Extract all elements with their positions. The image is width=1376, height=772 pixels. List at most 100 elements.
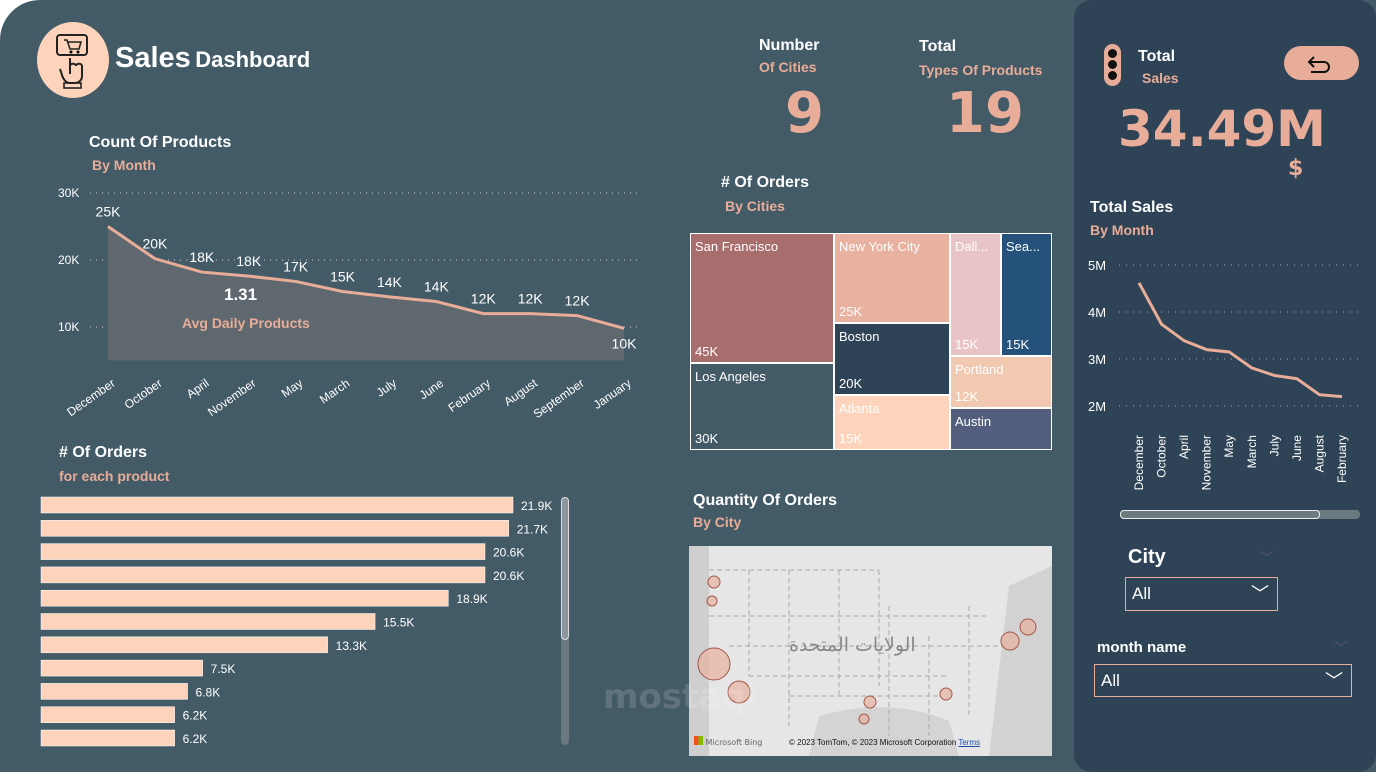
x-tick-label: September bbox=[531, 376, 587, 420]
cart-click-icon bbox=[56, 34, 88, 89]
back-arrow-icon bbox=[1307, 56, 1330, 73]
tile-name: Los Angeles bbox=[695, 369, 766, 384]
treemap-tile[interactable]: Austin bbox=[950, 408, 1052, 450]
bing-logo: Microsoft Bing bbox=[694, 736, 762, 747]
city-filter-dropdown[interactable]: All ﹀ bbox=[1125, 577, 1278, 611]
x-tick-label: July bbox=[1267, 435, 1281, 456]
x-tick-label: December bbox=[1132, 435, 1146, 490]
bar bbox=[40, 520, 509, 537]
scrollbar-thumb[interactable] bbox=[1120, 510, 1320, 519]
x-tick-label: November bbox=[1200, 435, 1214, 490]
map-graphic bbox=[689, 546, 1052, 756]
x-tick-label: February bbox=[446, 376, 493, 415]
bar bbox=[40, 589, 449, 607]
bar bbox=[40, 659, 203, 677]
data-label: 14K bbox=[377, 274, 403, 290]
x-tick-label: April bbox=[1177, 435, 1191, 459]
x-tick-label: March bbox=[1245, 435, 1259, 468]
x-tick-label: March bbox=[317, 376, 352, 407]
data-label: 12K bbox=[518, 291, 544, 307]
avg-daily-value: 1.31 bbox=[224, 285, 258, 304]
tile-value: 15K bbox=[1006, 337, 1030, 352]
bar bbox=[40, 729, 175, 747]
kpi-sales-label: Total bbox=[1138, 48, 1176, 65]
kpi-products-value: 19 bbox=[946, 81, 1024, 146]
more-options-icon[interactable] bbox=[1104, 44, 1121, 86]
map-terms-link[interactable]: Terms bbox=[958, 738, 981, 747]
bar bbox=[40, 683, 188, 700]
x-tick-label: October bbox=[1155, 435, 1169, 478]
data-label: 18.9K bbox=[456, 592, 487, 606]
sales-chart-title: Total Sales bbox=[1090, 199, 1174, 216]
map-subtitle: By City bbox=[693, 514, 742, 530]
sales-chart-subtitle: By Month bbox=[1090, 222, 1154, 238]
data-label: 21.7K bbox=[517, 522, 548, 536]
x-tick-label: May bbox=[1222, 435, 1236, 458]
data-label: 14K bbox=[424, 279, 450, 295]
tile-name: Boston bbox=[839, 329, 880, 344]
treemap-tile[interactable]: San Francisco 45K bbox=[690, 233, 834, 363]
treemap-tile[interactable]: New York City 25K bbox=[834, 233, 950, 323]
data-label: 20.6K bbox=[493, 546, 524, 560]
data-label: 10K bbox=[612, 335, 638, 351]
orders-map[interactable]: الولايات المتحدة Microsoft Bing © 2023 T… bbox=[689, 546, 1052, 756]
data-label: 18K bbox=[236, 253, 262, 269]
kpi-sales-sublabel: Sales bbox=[1142, 70, 1179, 86]
data-label: 7.5K bbox=[211, 662, 236, 676]
month-filter-dropdown[interactable]: All ﹀ bbox=[1094, 664, 1352, 697]
city-filter-value: All bbox=[1132, 584, 1151, 603]
data-label: 21.9K bbox=[521, 499, 552, 513]
kpi-cities-label: Number bbox=[759, 37, 820, 54]
count-area-chart: 10K 20K 30K 25K December 20K October 18K April 18… bbox=[58, 186, 640, 420]
scrollbar-thumb[interactable] bbox=[561, 497, 569, 640]
chevron-down-icon: ﹀ bbox=[1325, 671, 1343, 691]
x-tick-label: August bbox=[501, 376, 540, 409]
chevron-down-icon: ﹀ bbox=[1251, 584, 1269, 604]
treemap-tile[interactable]: Sea... 15K bbox=[1001, 233, 1052, 356]
data-label: 15.5K bbox=[383, 616, 414, 630]
bar-chart-scrollbar[interactable] bbox=[561, 497, 569, 745]
count-chart-title: Count Of Products bbox=[89, 134, 232, 151]
treemap-tile[interactable]: Dall... 15K bbox=[950, 233, 1001, 356]
x-tick-label: October bbox=[122, 376, 165, 412]
data-label: 15K bbox=[330, 268, 356, 284]
treemap-tile[interactable]: Portland 12K bbox=[950, 356, 1052, 408]
orders-products-subtitle: for each product bbox=[59, 468, 170, 484]
tile-name: San Francisco bbox=[695, 239, 779, 254]
sales-chart-scrollbar[interactable] bbox=[1120, 510, 1360, 519]
kpi-products-label: Total bbox=[919, 38, 957, 55]
x-tick-label: July bbox=[374, 376, 400, 400]
kpi-cities-value: 9 bbox=[785, 81, 824, 146]
chevron-down-icon: ﹀ bbox=[1260, 551, 1274, 567]
sales-line-chart: 2M 3M 4M 5M December October April November May M… bbox=[1088, 258, 1359, 490]
data-label: 20K bbox=[142, 236, 168, 252]
data-label: 20.6K bbox=[493, 569, 524, 583]
data-label: 25K bbox=[96, 204, 122, 220]
data-label: 6.8K bbox=[196, 685, 221, 699]
bing-label: Microsoft Bing bbox=[705, 738, 763, 747]
map-copyright: © 2023 TomTom, © 2023 Microsoft Corporat… bbox=[789, 738, 957, 747]
bar bbox=[40, 496, 514, 514]
tile-value: 30K bbox=[695, 431, 719, 446]
data-label: 12K bbox=[471, 291, 497, 307]
tile-value: 25K bbox=[839, 304, 863, 319]
avg-daily-label: Avg Daily Products bbox=[182, 315, 310, 331]
month-filter-value: All bbox=[1101, 671, 1120, 690]
data-label: 6.2K bbox=[183, 732, 208, 746]
title-bold: Sales bbox=[115, 42, 191, 74]
data-label: 6.2K bbox=[183, 709, 208, 723]
treemap-tile[interactable]: Boston 20K bbox=[834, 323, 950, 395]
tile-value: 12K bbox=[955, 389, 979, 404]
y-tick-label: 10K bbox=[58, 320, 79, 334]
orders-treemap: San Francisco 45K Los Angeles 30K New York C… bbox=[690, 233, 1052, 450]
data-label: 18K bbox=[189, 249, 215, 265]
x-tick-label: May bbox=[279, 376, 306, 400]
kpi-cities-sublabel: Of Cities bbox=[759, 59, 817, 75]
x-tick-label: November bbox=[205, 376, 258, 419]
back-button[interactable] bbox=[1284, 46, 1359, 80]
kpi-sales-unit: $ bbox=[1288, 156, 1304, 181]
treemap-tile[interactable]: Atlanta 15K bbox=[834, 395, 950, 450]
x-tick-label: April bbox=[184, 376, 212, 401]
treemap-tile[interactable]: Los Angeles 30K bbox=[690, 363, 834, 450]
x-tick-label: June bbox=[1290, 435, 1304, 461]
